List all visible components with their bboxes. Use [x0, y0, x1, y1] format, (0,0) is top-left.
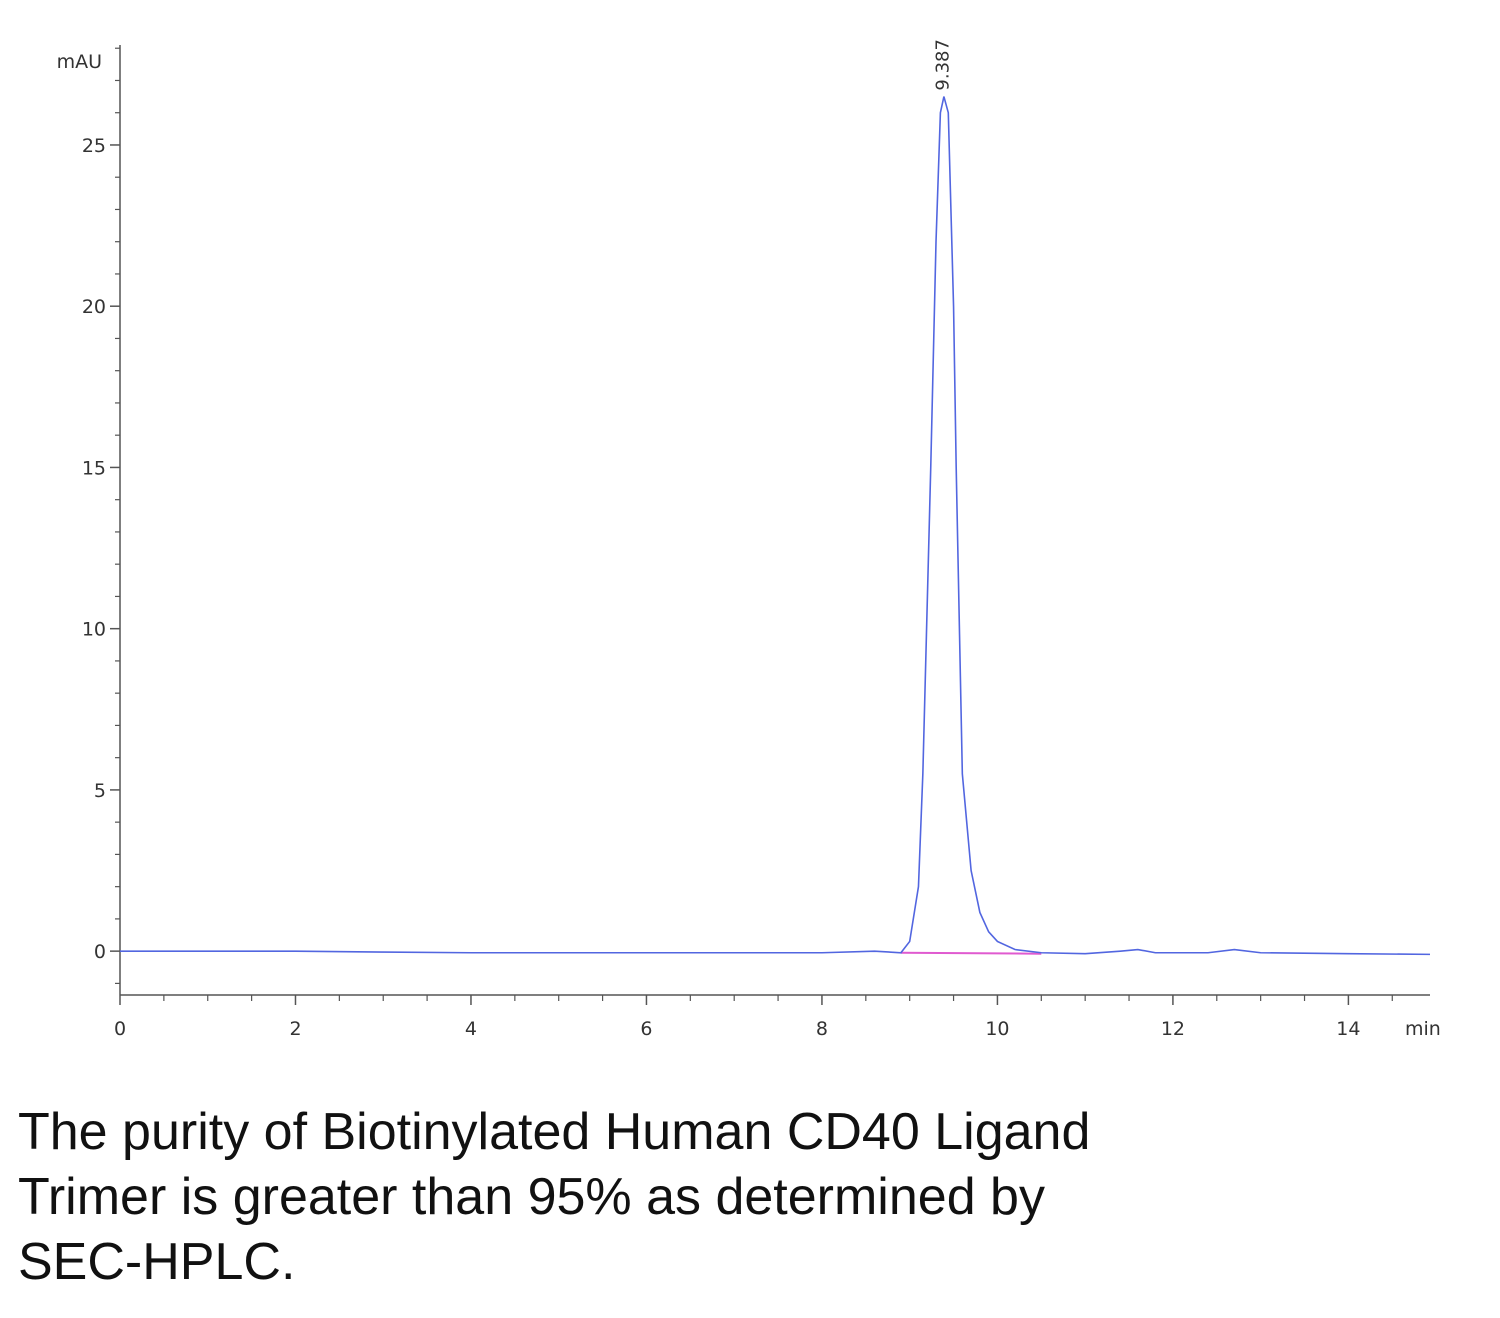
- x-tick-label: 14: [1336, 1018, 1360, 1040]
- y-tick-label: 25: [82, 135, 106, 157]
- caption-line: The purity of Biotinylated Human CD40 Li…: [18, 1103, 1091, 1161]
- y-tick-label: 0: [94, 941, 106, 963]
- x-tick-label: 0: [114, 1018, 126, 1040]
- x-tick-label: 4: [465, 1018, 477, 1040]
- y-tick-label: 10: [82, 619, 106, 641]
- caption: The purity of Biotinylated Human CD40 Li…: [18, 1100, 1090, 1295]
- x-tick-label: 10: [985, 1018, 1009, 1040]
- baseline: [900, 951, 1042, 955]
- x-tick-label: 6: [640, 1018, 652, 1040]
- y-tick-label: 5: [94, 780, 106, 802]
- x-tick-label: 8: [816, 1018, 828, 1040]
- caption-line: SEC-HPLC.: [18, 1233, 296, 1291]
- x-tick-label: 2: [289, 1018, 301, 1040]
- y-tick-label: 20: [82, 296, 106, 318]
- y-axis-label: mAU: [57, 51, 102, 73]
- x-tick-label: 12: [1161, 1018, 1185, 1040]
- x-axis-label: min: [1405, 1018, 1441, 1040]
- y-tick-label: 15: [82, 457, 106, 479]
- caption-line: Trimer is greater than 95% as determined…: [18, 1168, 1045, 1226]
- chart: mAU min 0 5 10 15 20 25 0 2 4 6 8 10 12 14 9.387: [57, 39, 1441, 1040]
- signal-line: [120, 96, 1431, 956]
- peak-label: 9.387: [933, 39, 954, 91]
